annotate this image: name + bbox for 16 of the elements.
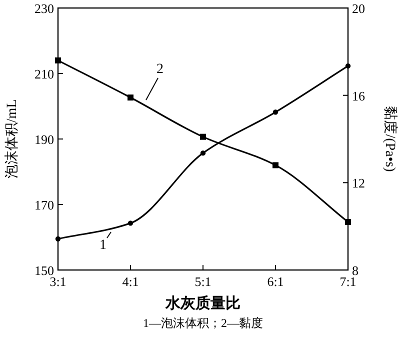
- x-axis-title: 水灰质量比: [164, 295, 240, 312]
- annotation: 1: [100, 238, 106, 253]
- annotation: 2: [156, 62, 164, 77]
- text: 1—泡沫体积；2—黏度: [143, 316, 263, 330]
- y2-tick-label: 16: [352, 88, 366, 104]
- y2-tick-label: 20: [352, 1, 365, 16]
- y-tick-label: 210: [34, 66, 54, 82]
- x-tick-label: 4:1: [122, 274, 139, 289]
- y-tick-label: 230: [34, 1, 54, 16]
- x-tick-label: 6:1: [267, 274, 284, 289]
- y2-axis-title: 黏度/(Pa•s): [382, 106, 398, 172]
- y-tick-label: 190: [34, 132, 54, 147]
- y-axis-title: 泡沫体积/mL: [4, 99, 20, 179]
- x-tick-label: 5:1: [194, 274, 212, 289]
- y-tick-label: 170: [34, 198, 54, 212]
- y2-tick-label: 12: [352, 176, 365, 191]
